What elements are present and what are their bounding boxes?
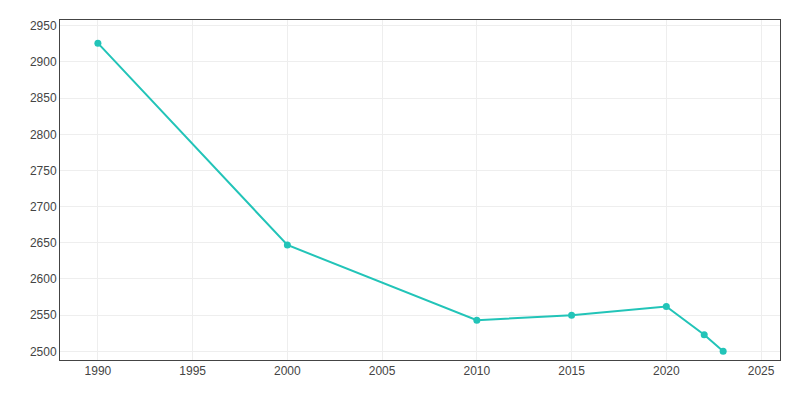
svg-text:2950: 2950 [30, 19, 57, 33]
svg-text:2900: 2900 [30, 55, 57, 69]
svg-text:2020: 2020 [653, 364, 680, 378]
svg-text:2500: 2500 [30, 345, 57, 359]
svg-text:2010: 2010 [463, 364, 490, 378]
svg-text:2025: 2025 [748, 364, 775, 378]
svg-text:2005: 2005 [369, 364, 396, 378]
svg-text:1990: 1990 [85, 364, 112, 378]
svg-text:2650: 2650 [30, 236, 57, 250]
svg-text:2850: 2850 [30, 91, 57, 105]
svg-text:2700: 2700 [30, 200, 57, 214]
svg-text:2000: 2000 [274, 364, 301, 378]
svg-text:2550: 2550 [30, 308, 57, 322]
svg-text:1995: 1995 [179, 364, 206, 378]
svg-text:2800: 2800 [30, 128, 57, 142]
svg-text:2600: 2600 [30, 272, 57, 286]
svg-text:2015: 2015 [558, 364, 585, 378]
svg-text:2750: 2750 [30, 164, 57, 178]
